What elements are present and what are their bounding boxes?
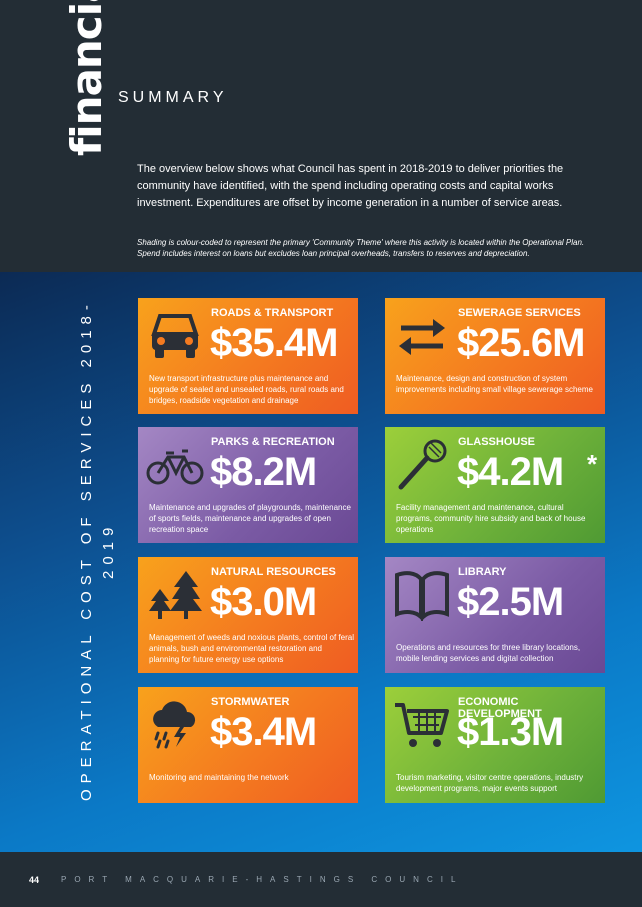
car-icon <box>151 314 199 358</box>
summary-heading: SUMMARY <box>118 89 228 106</box>
financial-heading: financial <box>62 0 111 156</box>
tile-roads-transport: ROADS & TRANSPORT $35.4M New transport i… <box>138 298 358 414</box>
tile-title: GLASSHOUSE <box>458 436 536 448</box>
shading-note: Shading is colour-coded to represent the… <box>137 238 585 258</box>
tile-parks-recreation: PARKS & RECREATION $8.2M Maintenance and… <box>138 427 358 543</box>
tile-library: LIBRARY $2.5M Operations and resources f… <box>385 557 605 673</box>
tile-title: LIBRARY <box>458 566 507 578</box>
footer-bar <box>0 852 642 907</box>
intro-paragraph: The overview below shows what Council ha… <box>137 163 564 209</box>
tile-description: Monitoring and maintaining the network <box>149 773 289 782</box>
asterisk-mark: * <box>587 449 598 479</box>
tile-description: Maintenance and upgrades of playgrounds,… <box>149 503 351 534</box>
tile-description: Maintenance, design and construction of … <box>396 374 593 394</box>
tile-title: ROADS & TRANSPORT <box>211 307 334 319</box>
tile-glasshouse: GLASSHOUSE $4.2M * Facility management a… <box>385 427 605 543</box>
tile-amount: $8.2M <box>210 450 317 494</box>
side-title: OPERATIONAL COST OF SERVICES 2018-2019 <box>78 299 117 801</box>
tile-amount: $3.4M <box>210 710 317 754</box>
tile-description: Management of weeds and noxious plants, … <box>149 633 355 664</box>
shopping-cart-icon <box>395 703 449 747</box>
tile-description: New transport infrastructure plus mainte… <box>149 374 344 405</box>
bicycle-icon <box>146 449 204 485</box>
page-number: 44 <box>29 875 40 885</box>
open-book-icon <box>395 571 449 621</box>
tile-natural-resources: NATURAL RESOURCES $3.0M Management of we… <box>138 557 358 673</box>
council-name: PORT MACQUARIE-HASTINGS COUNCIL <box>61 875 464 884</box>
tile-title: ECONOMIC DEVELOPMENT <box>458 696 542 720</box>
tile-amount: $3.0M <box>210 580 317 624</box>
tile-title: STORMWATER <box>211 696 290 708</box>
tile-description: Facility management and maintenance, cul… <box>396 503 586 534</box>
tile-title: PARKS & RECREATION <box>211 436 335 448</box>
tile-amount: $1.3M <box>457 710 564 754</box>
trees-icon <box>149 571 202 619</box>
tile-description: Operations and resources for three libra… <box>396 643 581 663</box>
microphone-icon <box>398 439 447 490</box>
tile-title: SEWERAGE SERVICES <box>458 307 581 319</box>
tile-amount: $2.5M <box>457 580 564 624</box>
tile-stormwater: STORMWATER $3.4M Monitoring and maintain… <box>138 687 358 803</box>
storm-cloud-icon <box>153 701 196 749</box>
tile-economic-development: ECONOMIC DEVELOPMENT $1.3M Tourism marke… <box>385 687 605 803</box>
tile-amount: $35.4M <box>210 321 338 365</box>
header-panel <box>0 0 642 272</box>
tile-amount: $25.6M <box>457 321 585 365</box>
exchange-arrows-icon <box>399 319 445 355</box>
tile-description: Tourism marketing, visitor centre operat… <box>396 773 584 793</box>
tile-amount: $4.2M <box>457 450 564 494</box>
tile-sewerage-services: SEWERAGE SERVICES $25.6M Maintenance, de… <box>385 298 605 414</box>
tile-title: NATURAL RESOURCES <box>211 566 336 578</box>
